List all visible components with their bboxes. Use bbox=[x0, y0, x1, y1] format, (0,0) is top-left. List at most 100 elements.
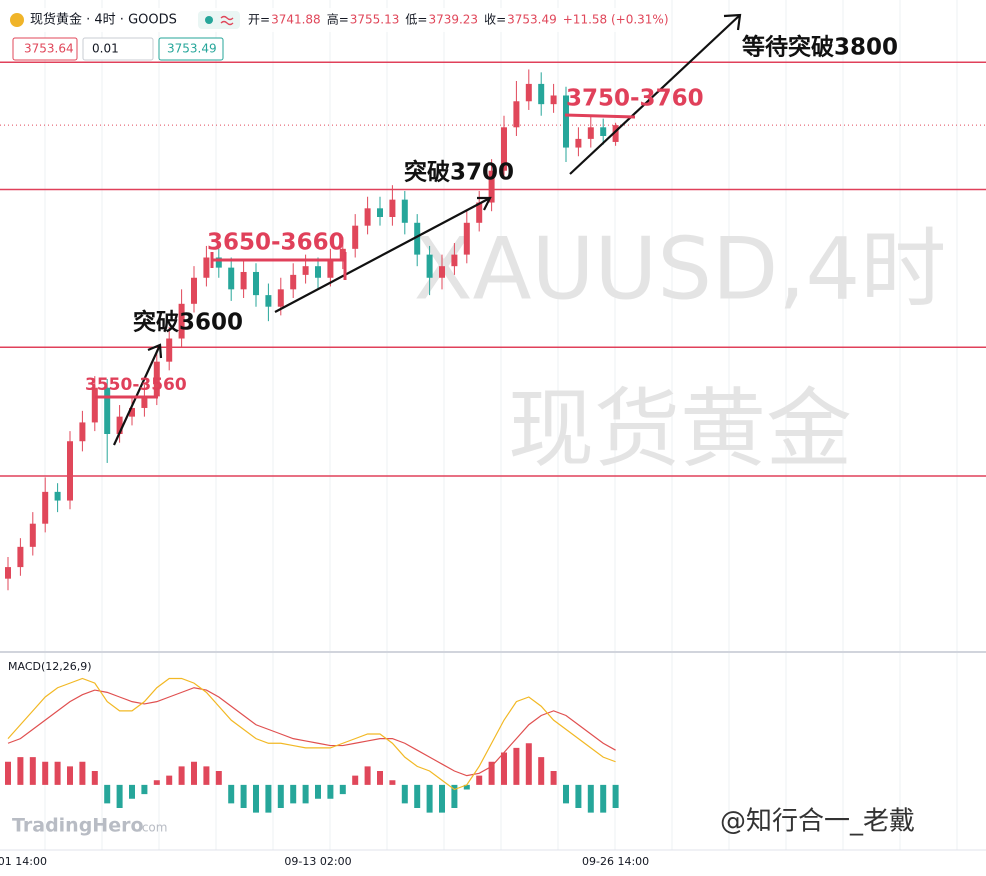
ohlc-value: 3753.49 bbox=[507, 13, 557, 27]
input-box bbox=[158, 37, 224, 61]
candle-body bbox=[550, 95, 557, 105]
candle-body bbox=[414, 222, 421, 255]
histogram-bar bbox=[141, 784, 148, 795]
arrows bbox=[113, 13, 742, 446]
histogram-bar bbox=[538, 757, 545, 785]
input-box bbox=[12, 37, 78, 61]
histogram-bar bbox=[203, 766, 210, 785]
candle-body bbox=[153, 361, 160, 397]
macd-line bbox=[7, 677, 616, 791]
histogram-bar bbox=[476, 775, 483, 785]
macd bbox=[5, 677, 619, 813]
candle-body bbox=[426, 254, 433, 278]
histogram-bar bbox=[339, 784, 346, 795]
histogram-bar bbox=[42, 761, 49, 785]
candle-body bbox=[129, 407, 135, 417]
candle-body bbox=[17, 546, 24, 568]
candle-body bbox=[91, 387, 98, 423]
candle-body bbox=[191, 277, 197, 304]
histogram-bar bbox=[439, 784, 445, 813]
histogram-bar bbox=[54, 761, 61, 785]
candle-body bbox=[463, 222, 470, 255]
histogram-bar bbox=[265, 784, 272, 813]
histogram-bar bbox=[153, 780, 160, 785]
histogram-bar bbox=[129, 784, 135, 799]
candle-body bbox=[538, 83, 545, 105]
quantity: 0.01 bbox=[92, 42, 119, 56]
candle-body bbox=[29, 523, 36, 547]
histogram-bar bbox=[29, 757, 36, 785]
histogram-bar bbox=[501, 752, 507, 785]
header-bg bbox=[0, 8, 660, 32]
histogram-bar bbox=[488, 761, 495, 785]
ohlc-label: 开= bbox=[248, 13, 270, 27]
histogram-bar bbox=[389, 780, 396, 785]
histogram-bar bbox=[5, 761, 11, 785]
candle-body bbox=[166, 338, 173, 362]
histogram-bar bbox=[414, 784, 421, 808]
histogram-bar bbox=[352, 775, 359, 785]
input-box bbox=[82, 37, 154, 61]
credit: @知行合一_老戴 bbox=[720, 807, 915, 837]
annotation: 3550-3560 bbox=[85, 375, 187, 395]
candle-body bbox=[104, 387, 111, 434]
histogram-bar bbox=[315, 784, 321, 799]
ohlc: 开= 3741.88 高= 3755.13 低= 3739.23 收= 3753.49 +11.… bbox=[248, 12, 669, 27]
status-dot bbox=[205, 16, 213, 24]
histogram-bar bbox=[426, 784, 433, 813]
candle-body bbox=[315, 266, 321, 278]
symbol-icon bbox=[10, 13, 24, 27]
histogram-bar bbox=[587, 784, 594, 813]
symbol: 现货黄金 · 4时 · GOODS bbox=[30, 12, 177, 28]
candle-body bbox=[525, 83, 532, 102]
histogram-bar bbox=[253, 784, 259, 813]
candle-body bbox=[587, 127, 594, 139]
candle-body bbox=[203, 257, 210, 278]
candle-body bbox=[116, 416, 123, 434]
candle-body bbox=[563, 95, 569, 148]
zones bbox=[95, 113, 636, 399]
candle-body bbox=[178, 303, 185, 339]
histogram-bar bbox=[525, 743, 532, 785]
histogram-bar bbox=[17, 757, 24, 785]
histogram-bar bbox=[277, 784, 284, 808]
candles bbox=[5, 69, 619, 591]
histogram-bar bbox=[302, 784, 309, 804]
brand-suffix: .com bbox=[138, 821, 167, 835]
x-axis: -01 14:00 09-13 02:00 09-26 14:00 bbox=[0, 855, 649, 868]
candle-body bbox=[600, 127, 607, 136]
histogram-bar bbox=[290, 784, 297, 804]
histogram-bar bbox=[116, 784, 123, 808]
annotation: 3650-3660 bbox=[207, 230, 345, 256]
candle-body bbox=[352, 225, 359, 249]
status-badge bbox=[198, 11, 240, 29]
histogram-bar bbox=[91, 771, 98, 785]
candle-body bbox=[501, 127, 507, 171]
candle-body bbox=[79, 422, 86, 442]
annotation: 3750-3760 bbox=[566, 86, 704, 112]
ohlc-value: 3739.23 bbox=[428, 13, 478, 27]
histogram-bar bbox=[215, 771, 222, 785]
candle-body bbox=[42, 491, 49, 524]
ohlc-label: 低= bbox=[405, 13, 427, 27]
candle-body bbox=[401, 199, 408, 223]
candle-body bbox=[253, 271, 259, 296]
x-tick-label: -01 14:00 bbox=[0, 855, 47, 868]
candle-body bbox=[513, 101, 520, 128]
candle-body bbox=[277, 289, 284, 307]
histogram-bar bbox=[104, 784, 111, 804]
candle-body bbox=[612, 125, 619, 142]
candle-body bbox=[575, 138, 582, 148]
signal-line bbox=[7, 687, 616, 777]
histogram-bar bbox=[67, 766, 73, 785]
candle-body bbox=[327, 260, 334, 278]
histogram-bar bbox=[513, 747, 520, 785]
x-tick-label: 09-26 14:00 bbox=[582, 855, 649, 868]
candle-body bbox=[476, 202, 483, 223]
histogram-bar bbox=[228, 784, 235, 804]
histogram-bar bbox=[327, 784, 334, 799]
candle-body bbox=[488, 170, 495, 203]
candle-body bbox=[451, 254, 458, 267]
histogram-bar bbox=[563, 784, 569, 804]
buy-price: 3753.49 bbox=[167, 42, 217, 56]
